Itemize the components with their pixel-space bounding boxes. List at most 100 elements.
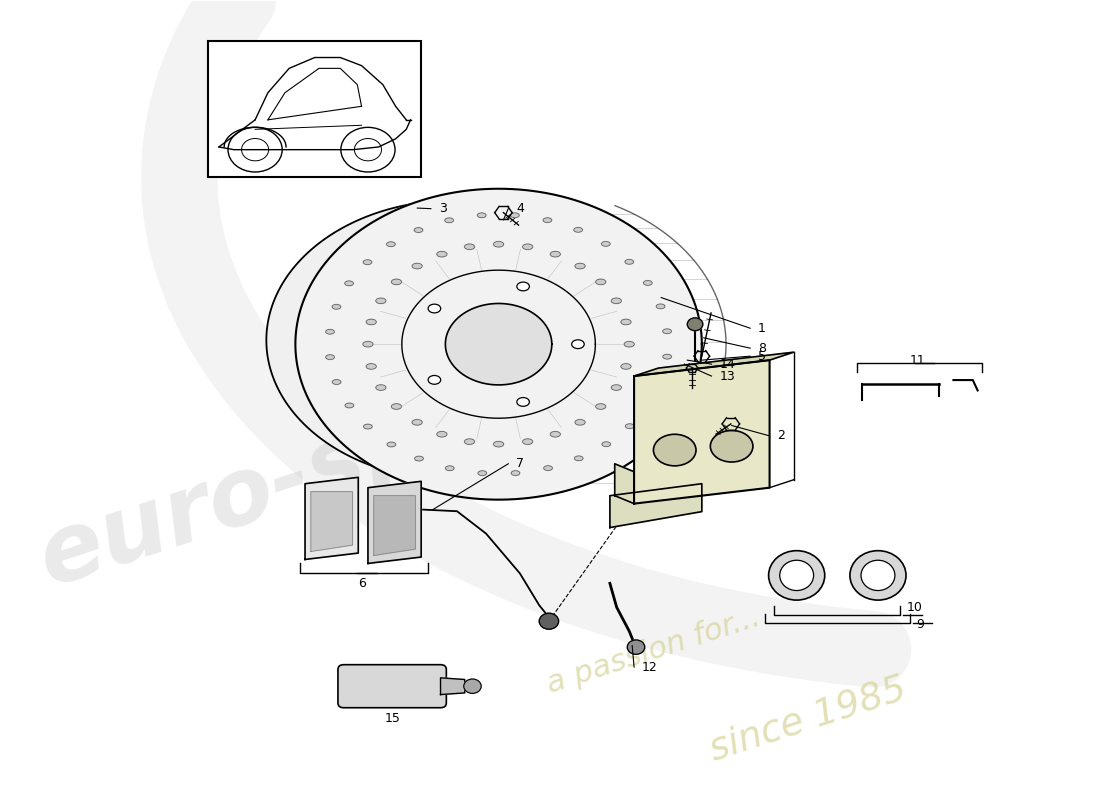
Ellipse shape [644, 402, 652, 407]
Ellipse shape [769, 550, 825, 600]
Ellipse shape [392, 404, 402, 410]
Bar [208, 42, 421, 177]
Text: 11: 11 [910, 354, 925, 366]
Ellipse shape [663, 329, 671, 334]
Ellipse shape [602, 442, 610, 446]
Ellipse shape [575, 263, 585, 269]
Text: 4: 4 [516, 202, 524, 215]
Ellipse shape [437, 251, 447, 257]
Polygon shape [367, 482, 421, 563]
Ellipse shape [624, 342, 635, 347]
Ellipse shape [363, 424, 372, 429]
Text: 2: 2 [778, 430, 785, 442]
Ellipse shape [332, 380, 341, 385]
Ellipse shape [464, 244, 474, 250]
Ellipse shape [522, 244, 532, 250]
Ellipse shape [517, 282, 529, 291]
Ellipse shape [612, 298, 621, 304]
Circle shape [464, 679, 481, 694]
Ellipse shape [644, 281, 652, 286]
Ellipse shape [412, 263, 422, 269]
Ellipse shape [344, 281, 353, 286]
Ellipse shape [663, 354, 671, 359]
FancyBboxPatch shape [338, 665, 447, 708]
Ellipse shape [653, 434, 696, 466]
Ellipse shape [625, 259, 634, 264]
Ellipse shape [657, 379, 665, 384]
Ellipse shape [366, 319, 376, 325]
Polygon shape [374, 496, 416, 555]
Ellipse shape [626, 424, 634, 429]
Ellipse shape [428, 375, 441, 384]
Ellipse shape [494, 242, 504, 247]
Polygon shape [609, 484, 702, 527]
Text: euro-spares: euro-spares [26, 322, 661, 606]
Ellipse shape [574, 456, 583, 461]
Ellipse shape [543, 218, 552, 222]
Ellipse shape [446, 466, 454, 470]
Text: 9: 9 [916, 618, 924, 631]
Ellipse shape [376, 385, 386, 390]
Polygon shape [296, 189, 702, 500]
Ellipse shape [415, 456, 424, 461]
Ellipse shape [850, 550, 906, 600]
Polygon shape [634, 352, 794, 376]
Ellipse shape [428, 304, 441, 313]
Ellipse shape [392, 279, 402, 285]
Text: 13: 13 [719, 370, 735, 382]
Ellipse shape [477, 470, 486, 475]
Ellipse shape [376, 298, 386, 304]
Ellipse shape [780, 560, 814, 590]
Ellipse shape [366, 364, 376, 370]
Ellipse shape [414, 228, 422, 233]
Ellipse shape [612, 385, 621, 390]
Ellipse shape [387, 442, 396, 447]
Ellipse shape [326, 354, 334, 359]
Ellipse shape [596, 279, 606, 285]
Ellipse shape [477, 213, 486, 218]
Text: 14: 14 [719, 358, 735, 370]
Ellipse shape [620, 319, 631, 325]
Circle shape [539, 614, 559, 630]
Text: 5: 5 [758, 350, 766, 362]
Polygon shape [311, 492, 352, 551]
Ellipse shape [657, 304, 664, 309]
Polygon shape [446, 303, 552, 385]
Ellipse shape [326, 330, 334, 334]
Ellipse shape [861, 560, 895, 590]
Circle shape [627, 640, 645, 654]
Ellipse shape [363, 260, 372, 265]
Ellipse shape [574, 227, 583, 232]
Ellipse shape [464, 439, 474, 445]
Polygon shape [615, 464, 634, 504]
Text: 12: 12 [641, 661, 658, 674]
Ellipse shape [620, 364, 631, 370]
Ellipse shape [572, 340, 584, 349]
Ellipse shape [345, 403, 354, 408]
Ellipse shape [494, 442, 504, 447]
Ellipse shape [363, 342, 373, 347]
Polygon shape [440, 678, 464, 694]
Ellipse shape [711, 430, 752, 462]
Text: 3: 3 [439, 202, 447, 215]
Ellipse shape [550, 251, 560, 257]
Text: 7: 7 [516, 458, 524, 470]
Text: a passion for...: a passion for... [543, 603, 764, 699]
Ellipse shape [543, 466, 552, 470]
Text: 15: 15 [384, 712, 400, 726]
Text: since 1985: since 1985 [705, 670, 911, 768]
Polygon shape [266, 200, 644, 480]
Ellipse shape [517, 398, 529, 406]
Ellipse shape [444, 218, 453, 222]
Text: 6: 6 [358, 577, 365, 590]
Circle shape [688, 318, 703, 330]
Ellipse shape [437, 431, 447, 437]
Polygon shape [305, 478, 359, 559]
Ellipse shape [575, 419, 585, 425]
Text: 1: 1 [758, 322, 766, 334]
Text: 8: 8 [758, 342, 766, 354]
Ellipse shape [522, 439, 532, 445]
Ellipse shape [550, 431, 560, 437]
Ellipse shape [412, 419, 422, 425]
Text: 10: 10 [908, 601, 923, 614]
